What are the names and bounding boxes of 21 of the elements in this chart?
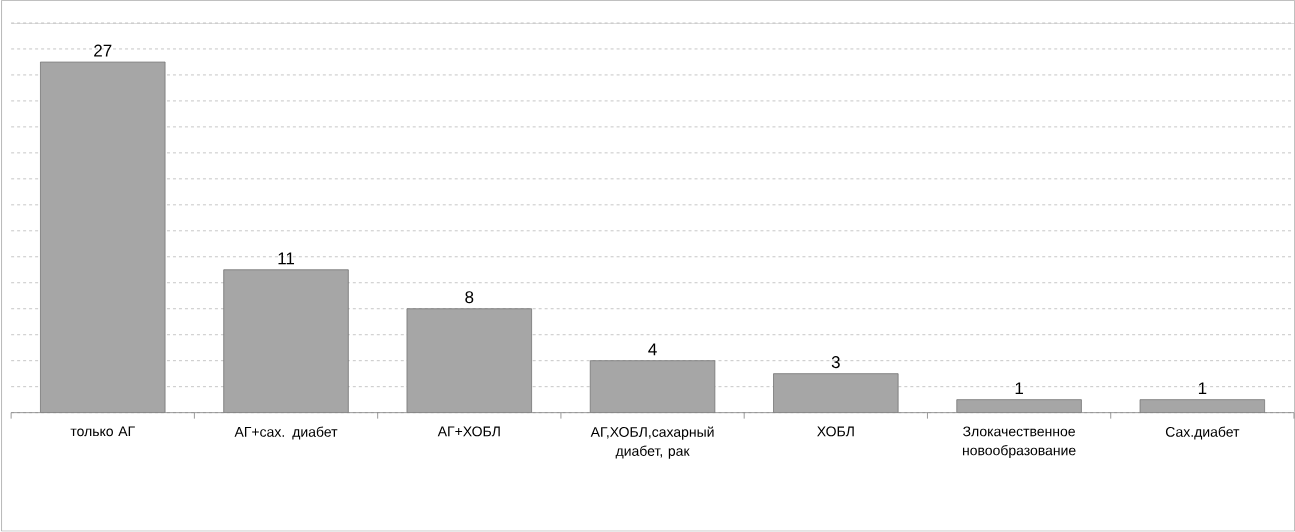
data-label: 1 [1015,382,1023,395]
data-label: 1 [1198,382,1207,395]
bar [40,61,166,413]
data-label: 27 [94,44,112,57]
bar [1139,399,1266,413]
x-tick-label: АГ+сах. диабет [234,426,338,440]
bar [406,308,533,413]
bar [773,373,899,413]
bar [223,269,349,413]
x-tick-label: АГ,ХОБЛ,сахарный диабет, рак [590,426,714,459]
x-tick-label: ХОБЛ [817,426,854,437]
bar [589,360,716,413]
x-tick-label: только АГ [70,426,135,437]
x-tick-label: АГ+ХОБЛ [437,426,500,437]
x-tick-label: Сах.диабет [1165,426,1240,440]
bar [956,399,1082,413]
data-label: 4 [648,343,657,356]
data-label: 8 [465,291,474,304]
x-tick-label: Злокачественное новообразование [962,426,1076,459]
data-label: 3 [831,356,840,369]
data-label: 11 [278,252,295,265]
